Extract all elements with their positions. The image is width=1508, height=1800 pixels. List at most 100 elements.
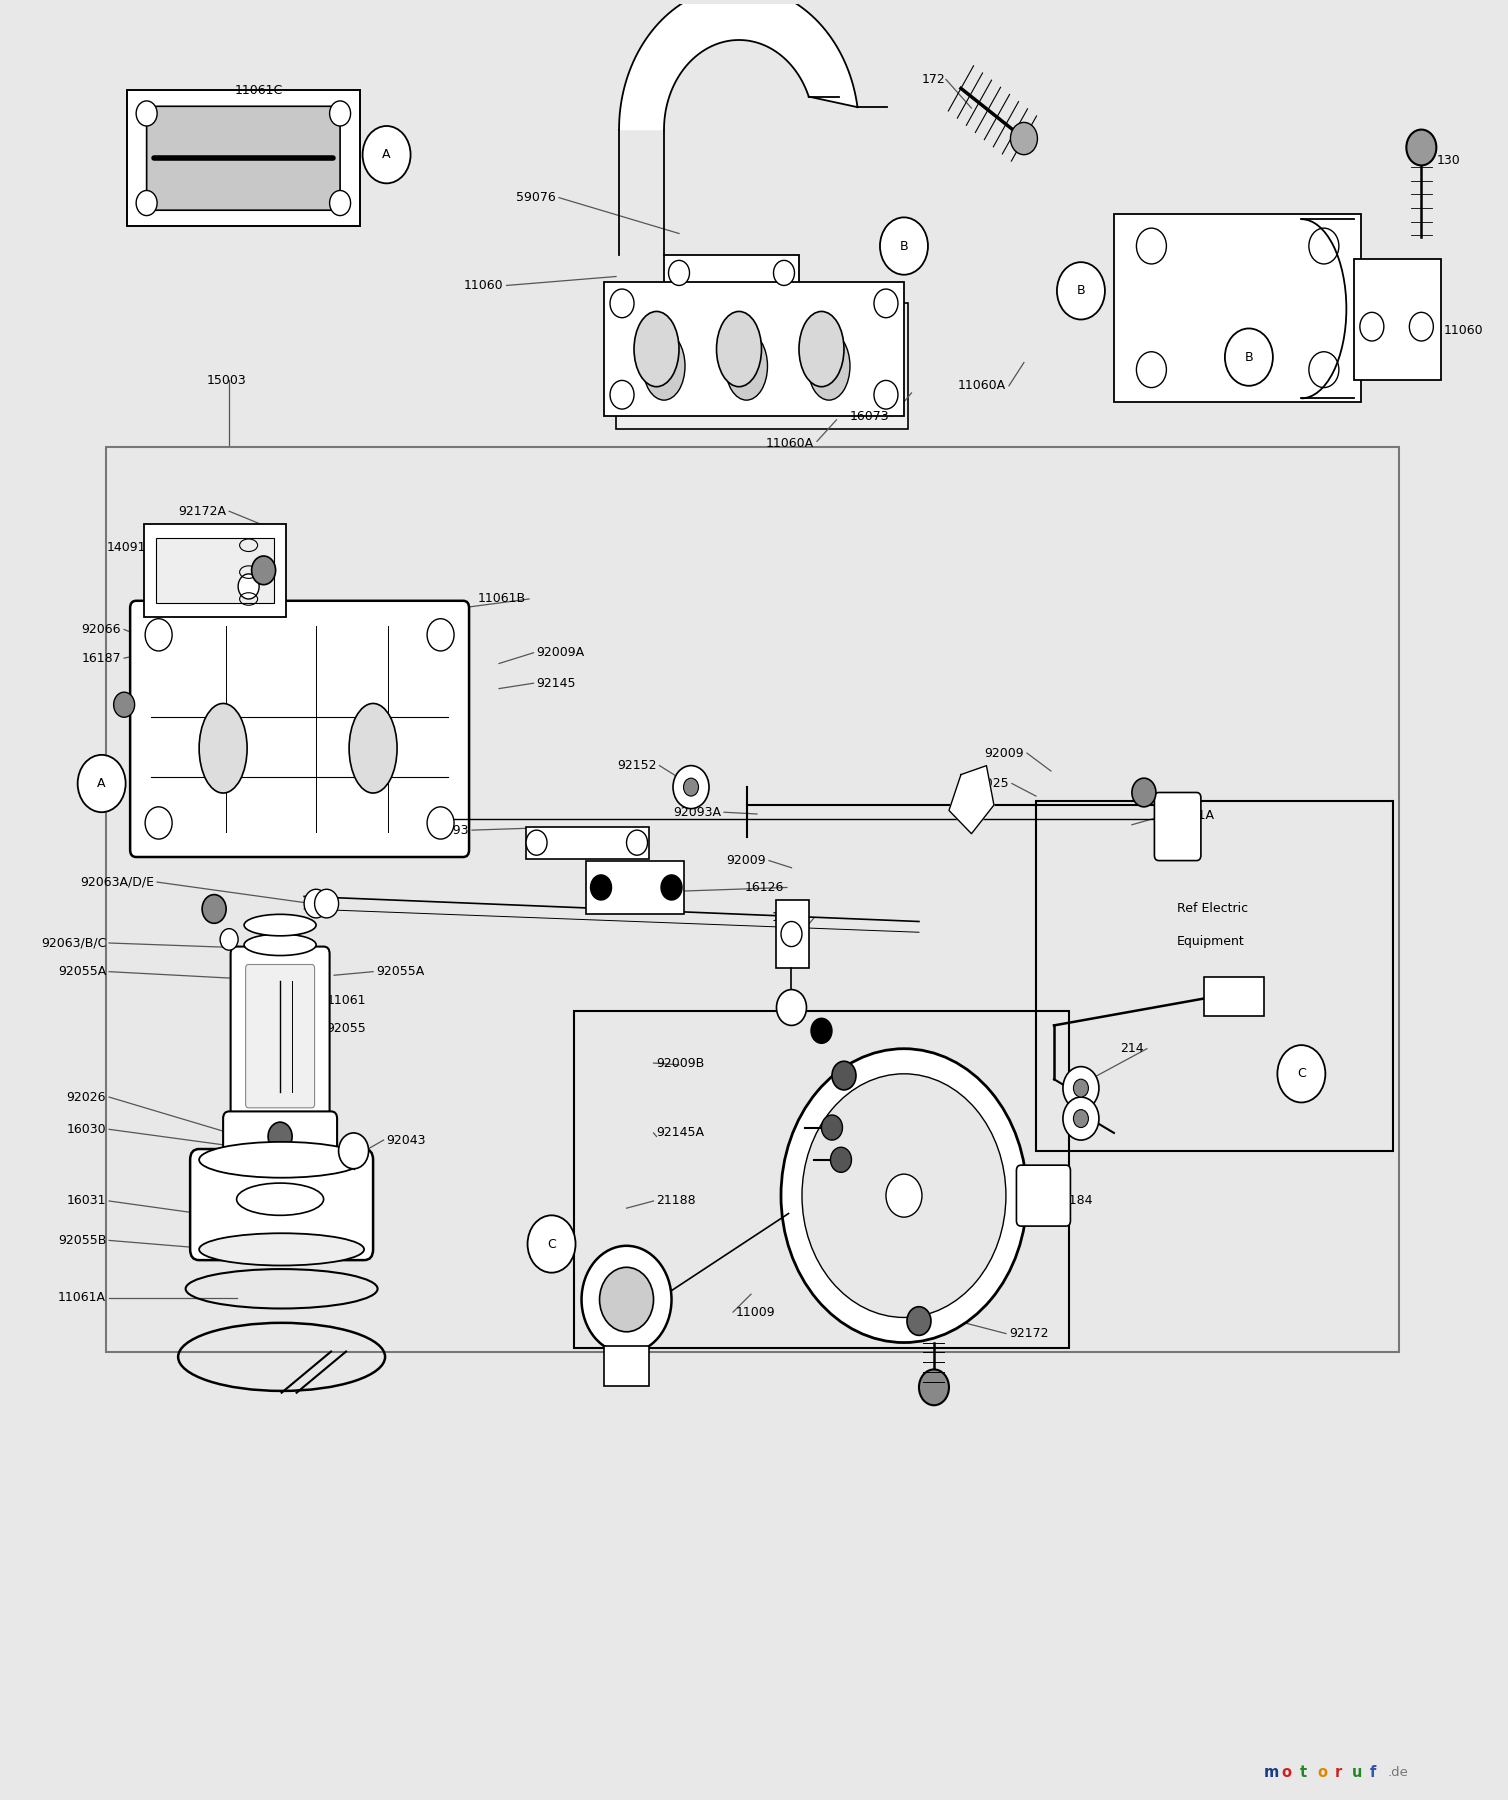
Bar: [664, 256, 799, 292]
Text: B: B: [1244, 351, 1253, 364]
Text: 11061C: 11061C: [235, 83, 284, 97]
Ellipse shape: [244, 934, 317, 956]
Circle shape: [1277, 1046, 1326, 1102]
Text: u: u: [1353, 1766, 1363, 1780]
Text: 16041: 16041: [772, 911, 811, 925]
Circle shape: [427, 806, 454, 839]
Circle shape: [252, 556, 276, 585]
Circle shape: [113, 693, 134, 716]
Circle shape: [202, 895, 226, 923]
Text: 16025: 16025: [970, 778, 1009, 790]
Ellipse shape: [716, 311, 762, 387]
Circle shape: [305, 889, 329, 918]
Text: 11060A: 11060A: [958, 380, 1006, 392]
Circle shape: [1360, 313, 1384, 340]
Circle shape: [315, 889, 339, 918]
Circle shape: [875, 380, 897, 409]
Circle shape: [600, 1267, 653, 1332]
Circle shape: [611, 380, 633, 409]
FancyBboxPatch shape: [146, 106, 341, 211]
Circle shape: [1133, 778, 1157, 806]
Ellipse shape: [808, 331, 851, 400]
Text: 92093A: 92093A: [673, 806, 721, 819]
Bar: [587, 860, 683, 914]
Text: A: A: [98, 778, 106, 790]
FancyBboxPatch shape: [1016, 1165, 1071, 1226]
Text: 11060: 11060: [1443, 324, 1484, 337]
Circle shape: [1309, 351, 1339, 387]
Bar: [617, 304, 908, 428]
Circle shape: [626, 830, 647, 855]
Circle shape: [136, 101, 157, 126]
Ellipse shape: [348, 704, 397, 794]
Text: 15003: 15003: [207, 374, 246, 387]
Text: 92063/B/C: 92063/B/C: [41, 936, 106, 949]
Text: 92055A: 92055A: [375, 965, 424, 977]
Circle shape: [1137, 229, 1166, 265]
Bar: [605, 283, 903, 416]
Text: m: m: [1264, 1766, 1279, 1780]
Text: .de: .de: [1387, 1766, 1408, 1778]
Circle shape: [1224, 328, 1273, 385]
Bar: [1036, 801, 1393, 1150]
Circle shape: [811, 1019, 832, 1044]
Text: 92055: 92055: [327, 1022, 366, 1035]
Text: 16041A: 16041A: [1166, 810, 1214, 823]
FancyBboxPatch shape: [130, 601, 469, 857]
Circle shape: [238, 574, 259, 599]
Bar: [1203, 977, 1264, 1017]
Circle shape: [526, 830, 547, 855]
Circle shape: [362, 126, 410, 184]
Text: 92066: 92066: [81, 623, 121, 635]
Text: C: C: [1297, 1067, 1306, 1080]
Circle shape: [1074, 1109, 1089, 1127]
Circle shape: [145, 806, 172, 839]
Circle shape: [611, 290, 633, 319]
Circle shape: [781, 1049, 1027, 1343]
Bar: [575, 1012, 1069, 1348]
Text: 16031: 16031: [66, 1195, 106, 1208]
Circle shape: [777, 990, 807, 1026]
FancyBboxPatch shape: [190, 1148, 372, 1260]
Circle shape: [1407, 130, 1436, 166]
Circle shape: [1010, 122, 1038, 155]
Circle shape: [802, 1075, 1006, 1318]
Circle shape: [673, 765, 709, 808]
Circle shape: [220, 929, 238, 950]
Text: 92172: 92172: [1009, 1327, 1048, 1339]
Circle shape: [1074, 1080, 1089, 1096]
Circle shape: [339, 1132, 368, 1168]
Circle shape: [1309, 229, 1339, 265]
Text: 11061A: 11061A: [59, 1291, 106, 1305]
Circle shape: [822, 1114, 843, 1139]
Text: B: B: [900, 239, 908, 252]
Circle shape: [875, 290, 897, 319]
Bar: [155, 538, 274, 603]
Ellipse shape: [199, 1141, 363, 1177]
Text: 11060: 11060: [464, 279, 504, 292]
Circle shape: [427, 619, 454, 652]
Text: o: o: [1316, 1766, 1327, 1780]
Text: 92009A: 92009A: [537, 646, 585, 659]
Text: f: f: [1371, 1766, 1377, 1780]
Circle shape: [330, 101, 350, 126]
Circle shape: [1410, 313, 1433, 340]
Text: Equipment: Equipment: [1176, 934, 1244, 949]
Text: 11060A: 11060A: [766, 437, 814, 450]
Polygon shape: [618, 0, 858, 130]
Text: 92009B: 92009B: [656, 1057, 704, 1069]
Bar: [605, 1346, 648, 1386]
Circle shape: [831, 1147, 852, 1172]
Text: 11009: 11009: [736, 1305, 775, 1319]
Text: Ref Electric: Ref Electric: [1176, 902, 1249, 916]
Text: o: o: [1282, 1766, 1291, 1780]
Text: 92093: 92093: [430, 824, 469, 837]
Polygon shape: [949, 765, 994, 833]
Circle shape: [683, 778, 698, 796]
Text: 92055B: 92055B: [57, 1235, 106, 1247]
FancyBboxPatch shape: [231, 947, 330, 1125]
Circle shape: [781, 922, 802, 947]
Circle shape: [1137, 351, 1166, 387]
Text: 92026: 92026: [66, 1091, 106, 1103]
Circle shape: [145, 619, 172, 652]
